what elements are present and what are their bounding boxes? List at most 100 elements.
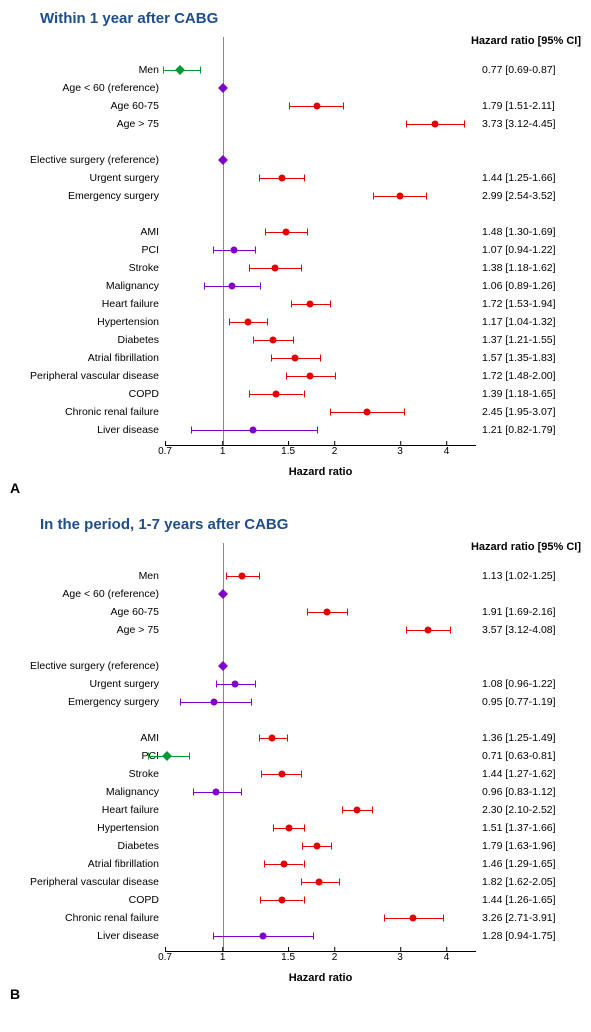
ci-cap: [372, 807, 373, 814]
ci-cap: [253, 337, 254, 344]
forest-row: [165, 133, 476, 151]
point-marker: [324, 609, 331, 616]
point-marker: [244, 319, 251, 326]
forest-row: Elective surgery (reference): [165, 151, 476, 169]
x-tick: 4: [444, 952, 450, 963]
forest-row: Emergency surgery2.99 [2.54-3.52]: [165, 187, 476, 205]
row-label: Elective surgery (reference): [10, 660, 165, 672]
ci-cap: [304, 825, 305, 832]
row-label: Stroke: [10, 768, 165, 780]
row-value: 1.44 [1.26-1.65]: [476, 894, 581, 906]
ci-cap: [343, 103, 344, 110]
ci-cap: [259, 573, 260, 580]
ci-cap: [200, 67, 201, 74]
ci-cap: [426, 193, 427, 200]
row-label: Urgent surgery: [10, 678, 165, 690]
forest-row: Elective surgery (reference): [165, 657, 476, 675]
ci-cap: [255, 681, 256, 688]
ci-cap: [464, 121, 465, 128]
forest-row: Stroke1.38 [1.18-1.62]: [165, 259, 476, 277]
ci-cap: [271, 355, 272, 362]
row-label: Stroke: [10, 262, 165, 274]
x-tick: 2: [332, 952, 338, 963]
x-tick: 1.5: [281, 952, 295, 963]
point-marker: [218, 589, 228, 599]
forest-row: Chronic renal failure2.45 [1.95-3.07]: [165, 403, 476, 421]
forest-row: Heart failure1.72 [1.53-1.94]: [165, 295, 476, 313]
row-label: Diabetes: [10, 840, 165, 852]
row-label: COPD: [10, 388, 165, 400]
row-value: 1.72 [1.48-2.00]: [476, 370, 581, 382]
ci-cap: [301, 879, 302, 886]
forest-row: AMI1.36 [1.25-1.49]: [165, 729, 476, 747]
ci-cap: [320, 355, 321, 362]
forest-row: Hypertension1.51 [1.37-1.66]: [165, 819, 476, 837]
row-value: 1.48 [1.30-1.69]: [476, 226, 581, 238]
row-value: 1.38 [1.18-1.62]: [476, 262, 581, 274]
panel-title: Within 1 year after CABG: [40, 10, 581, 27]
ci-cap: [273, 825, 274, 832]
row-value: 1.72 [1.53-1.94]: [476, 298, 581, 310]
row-value: 2.99 [2.54-3.52]: [476, 190, 581, 202]
forest-row: Malignancy1.06 [0.89-1.26]: [165, 277, 476, 295]
ci-cap: [260, 897, 261, 904]
x-tick: 3: [397, 952, 403, 963]
row-value: 1.82 [1.62-2.05]: [476, 876, 581, 888]
forest-row: [165, 711, 476, 729]
row-value: 2.45 [1.95-3.07]: [476, 406, 581, 418]
row-label: PCI: [10, 750, 165, 762]
point-marker: [213, 789, 220, 796]
ci-cap: [148, 753, 149, 760]
plot-area: Men1.13 [1.02-1.25]Age < 60 (reference)A…: [165, 543, 476, 952]
row-value: 1.36 [1.25-1.49]: [476, 732, 581, 744]
ci-cap: [255, 247, 256, 254]
row-label: Liver disease: [10, 930, 165, 942]
row-value: 1.57 [1.35-1.83]: [476, 352, 581, 364]
forest-row: Urgent surgery1.08 [0.96-1.22]: [165, 675, 476, 693]
point-marker: [313, 103, 320, 110]
forest-row: Peripheral vascular disease1.82 [1.62-2.…: [165, 873, 476, 891]
row-value: 1.07 [0.94-1.22]: [476, 244, 581, 256]
x-tick: 1: [220, 446, 226, 457]
ci-cap: [180, 699, 181, 706]
point-marker: [259, 933, 266, 940]
ci-cap: [216, 681, 217, 688]
row-value: 1.28 [0.94-1.75]: [476, 930, 581, 942]
row-label: AMI: [10, 732, 165, 744]
ci-cap: [304, 861, 305, 868]
point-marker: [316, 879, 323, 886]
point-marker: [292, 355, 299, 362]
ci-cap: [347, 609, 348, 616]
ci-cap: [226, 573, 227, 580]
ci-cap: [406, 627, 407, 634]
row-label: Chronic renal failure: [10, 912, 165, 924]
row-label: Heart failure: [10, 804, 165, 816]
ci-cap: [241, 789, 242, 796]
forest-row: Age > 753.73 [3.12-4.45]: [165, 115, 476, 133]
row-value: 0.95 [0.77-1.19]: [476, 696, 581, 708]
ci-cap: [260, 283, 261, 290]
point-marker: [250, 427, 257, 434]
x-tick: 0.7: [158, 446, 172, 457]
row-value: 2.30 [2.10-2.52]: [476, 804, 581, 816]
point-marker: [272, 391, 279, 398]
ci-cap: [265, 229, 266, 236]
point-marker: [286, 825, 293, 832]
row-label: Urgent surgery: [10, 172, 165, 184]
forest-row: Liver disease1.28 [0.94-1.75]: [165, 927, 476, 945]
forest-row: Urgent surgery1.44 [1.25-1.66]: [165, 169, 476, 187]
row-value: 1.13 [1.02-1.25]: [476, 570, 581, 582]
point-marker: [410, 915, 417, 922]
point-marker: [239, 573, 246, 580]
ci-cap: [293, 337, 294, 344]
point-marker: [282, 229, 289, 236]
point-marker: [307, 373, 314, 380]
ci-cap: [291, 301, 292, 308]
row-value: 3.73 [3.12-4.45]: [476, 118, 581, 130]
point-marker: [175, 65, 185, 75]
point-marker: [211, 699, 218, 706]
ci-cap: [406, 121, 407, 128]
forest-row: AMI1.48 [1.30-1.69]: [165, 223, 476, 241]
ci-cap: [249, 265, 250, 272]
column-header: Hazard ratio [95% CI]: [471, 541, 581, 553]
